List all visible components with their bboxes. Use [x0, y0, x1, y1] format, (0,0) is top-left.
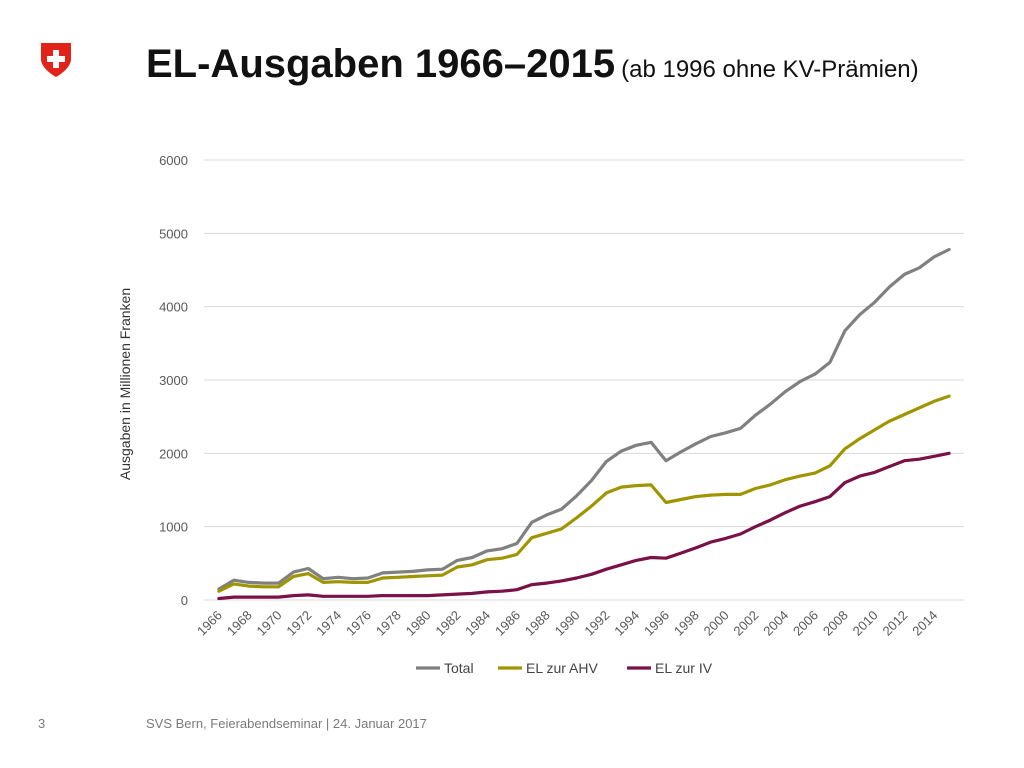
swiss-cross-logo: [41, 43, 71, 77]
gridlines: [204, 159, 964, 601]
y-tick-label: 2000: [159, 446, 188, 461]
legend-label: EL zur AHV: [526, 660, 599, 676]
x-axis-ticks: 1966196819701972197419761978198019821984…: [194, 608, 940, 639]
title-main: EL-Ausgaben 1966–2015: [146, 42, 616, 86]
page-title: EL-Ausgaben 1966–2015 (ab 1996 ohne KV-Pr…: [146, 42, 919, 87]
x-tick-label: 2012: [879, 608, 910, 639]
x-tick-label: 1972: [283, 608, 314, 639]
y-axis-ticks: 0 1000 2000 3000 4000 5000 6000: [159, 153, 188, 608]
x-tick-label: 1966: [194, 608, 225, 639]
x-tick-label: 2010: [850, 608, 881, 639]
x-tick-label: 1980: [403, 608, 434, 639]
x-tick-label: 2002: [730, 608, 761, 639]
y-tick-label: 4000: [159, 300, 188, 315]
y-tick-label: 1000: [159, 520, 188, 535]
x-tick-label: 1968: [224, 608, 255, 639]
y-tick-label: 0: [181, 593, 188, 608]
page-number: 3: [38, 716, 46, 731]
x-tick-label: 2014: [909, 608, 940, 639]
legend-label: EL zur IV: [655, 660, 713, 676]
x-tick-label: 1978: [373, 608, 404, 639]
x-tick-label: 1992: [581, 608, 612, 639]
x-tick-label: 1974: [313, 608, 344, 639]
y-tick-label: 6000: [159, 153, 188, 168]
legend: Total EL zur AHV EL zur IV: [416, 660, 713, 676]
y-tick-label: 3000: [159, 373, 188, 388]
series-line-el-zur-ahv: [217, 394, 951, 593]
x-tick-label: 1998: [671, 608, 702, 639]
title-subtitle: (ab 1996 ohne KV-Prämien): [621, 56, 919, 83]
x-tick-label: 1976: [343, 608, 374, 639]
x-tick-label: 1986: [492, 608, 523, 639]
legend-label: Total: [444, 660, 474, 676]
x-tick-label: 1994: [611, 608, 642, 639]
y-axis-label: Ausgaben in Millionen Franken: [117, 288, 133, 480]
series-line-el-zur-iv: [217, 451, 951, 601]
series-lines: [217, 247, 951, 601]
x-tick-label: 2008: [820, 608, 851, 639]
y-tick-label: 5000: [159, 226, 188, 241]
x-tick-label: 1984: [462, 608, 493, 639]
x-tick-label: 2006: [790, 608, 821, 639]
footer-text: SVS Bern, Feierabendseminar | 24. Januar…: [146, 716, 427, 731]
x-tick-label: 1996: [641, 608, 672, 639]
x-tick-label: 1982: [432, 608, 463, 639]
x-tick-label: 2000: [701, 608, 732, 639]
x-tick-label: 1970: [254, 608, 285, 639]
x-tick-label: 2004: [760, 608, 791, 639]
x-tick-label: 1990: [552, 608, 583, 639]
series-line-total: [217, 247, 951, 591]
x-tick-label: 1988: [522, 608, 553, 639]
